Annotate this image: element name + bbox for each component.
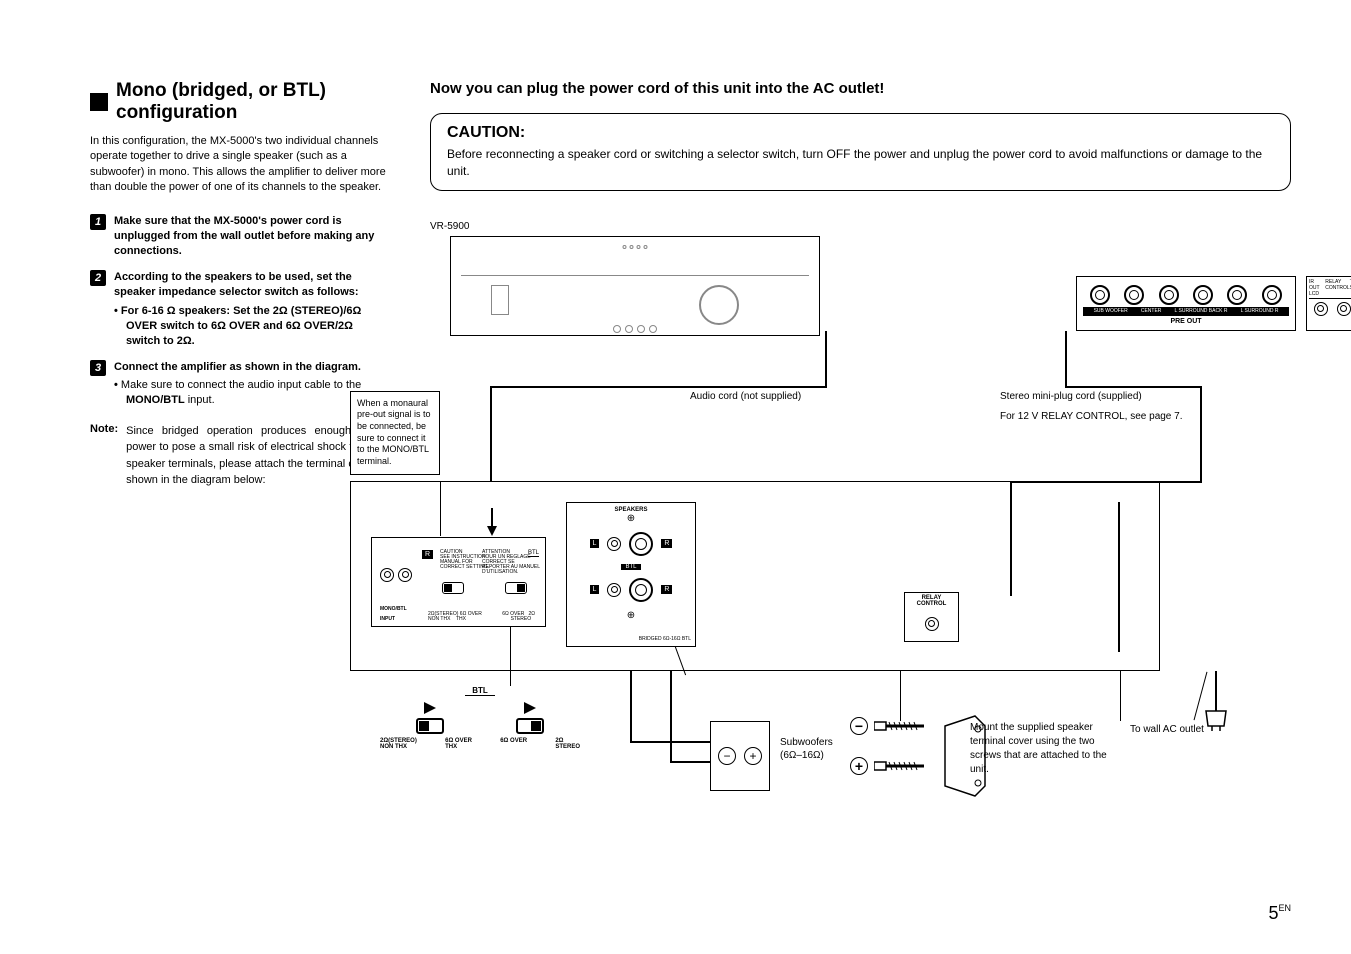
section-title: Mono (bridged, or BTL) configuration	[116, 80, 390, 124]
step-number-icon: 1	[90, 214, 106, 230]
right-header: Now you can plug the power cord of this …	[430, 80, 1291, 97]
jack-icon	[1159, 285, 1179, 305]
audio-cord-label: Audio cord (not supplied)	[690, 391, 801, 402]
relay-control-panel: RELAY CONTROL	[904, 592, 959, 642]
jack-icon	[1314, 302, 1328, 316]
screw-assembly: − +	[850, 716, 980, 806]
stereo-cord-label: Stereo mini-plug cord (supplied)	[1000, 391, 1142, 402]
section-marker	[90, 93, 108, 111]
note-label: Note:	[90, 423, 118, 489]
step-3: 3 Connect the amplifier as shown in the …	[90, 360, 390, 409]
amplifier-box: R CAUTIONSEE INSTRUCTIONMANUAL FORCORREC…	[350, 481, 1160, 671]
step-2-bullet: For 6-16 Ω speakers: Set the 2Ω (STEREO)…	[114, 304, 390, 350]
ir-panel: IR OUT LCD RELAY CONTROL TV ON/OFF SENSO…	[1306, 276, 1351, 331]
connection-diagram: SUB WOOFER CENTER L SURROUND BACK R L SU…	[430, 236, 1291, 816]
left-column: Mono (bridged, or BTL) configuration In …	[90, 80, 390, 816]
relay-reference: For 12 V RELAY CONTROL, see page 7.	[1000, 411, 1183, 422]
jack-icon	[1337, 302, 1351, 316]
intro-text: In this configuration, the MX-5000's two…	[90, 134, 390, 196]
step-3-title: Connect the amplifier as shown in the di…	[114, 361, 361, 373]
ac-outlet-label: To wall AC outlet	[1130, 724, 1204, 735]
right-column: Now you can plug the power cord of this …	[430, 80, 1291, 816]
model-label: VR-5900	[430, 221, 1291, 232]
page-number: 5EN	[1268, 903, 1291, 924]
jack-icon	[1090, 285, 1110, 305]
caution-text: Before reconnecting a speaker cord or sw…	[447, 146, 1274, 180]
jack-icon	[1262, 285, 1282, 305]
step-number-icon: 3	[90, 360, 106, 376]
step-1: 1 Make sure that the MX-5000's power cor…	[90, 214, 390, 260]
step-1-title: Make sure that the MX-5000's power cord …	[114, 215, 374, 258]
caution-box: CAUTION: Before reconnecting a speaker c…	[430, 113, 1291, 191]
terminal-icon: −	[718, 747, 736, 765]
subwoofer-label: Subwoofers (6Ω–16Ω)	[780, 736, 833, 762]
step-number-icon: 2	[90, 270, 106, 286]
step-2-title: According to the speakers to be used, se…	[114, 271, 359, 298]
subwoofer-box: − +	[710, 721, 770, 791]
step-2: 2 According to the speakers to be used, …	[90, 270, 390, 350]
switch-detail: BTL 2Ω(STEREO)NON THX 6Ω OVERTHX 6Ω OVER…	[380, 686, 580, 786]
amp-speaker-panel: SPEAKERS ⊕ L R BTL L R ⊕	[566, 502, 696, 647]
jack-icon	[1124, 285, 1144, 305]
receiver-box	[450, 236, 820, 336]
jack-icon	[1193, 285, 1213, 305]
monaural-callout: When a monaural pre-out signal is to be …	[350, 391, 440, 475]
mount-instruction: Mount the supplied speaker terminal cove…	[970, 721, 1110, 777]
terminal-icon: +	[744, 747, 762, 765]
preout-panel: SUB WOOFER CENTER L SURROUND BACK R L SU…	[1076, 276, 1296, 331]
amp-input-panel: R CAUTIONSEE INSTRUCTIONMANUAL FORCORREC…	[371, 537, 546, 627]
jack-icon	[1227, 285, 1247, 305]
caution-title: CAUTION:	[447, 124, 1274, 142]
step-3-extra: Make sure to connect the audio input cab…	[114, 378, 390, 409]
note-block: Note: Since bridged operation produces e…	[90, 423, 390, 489]
